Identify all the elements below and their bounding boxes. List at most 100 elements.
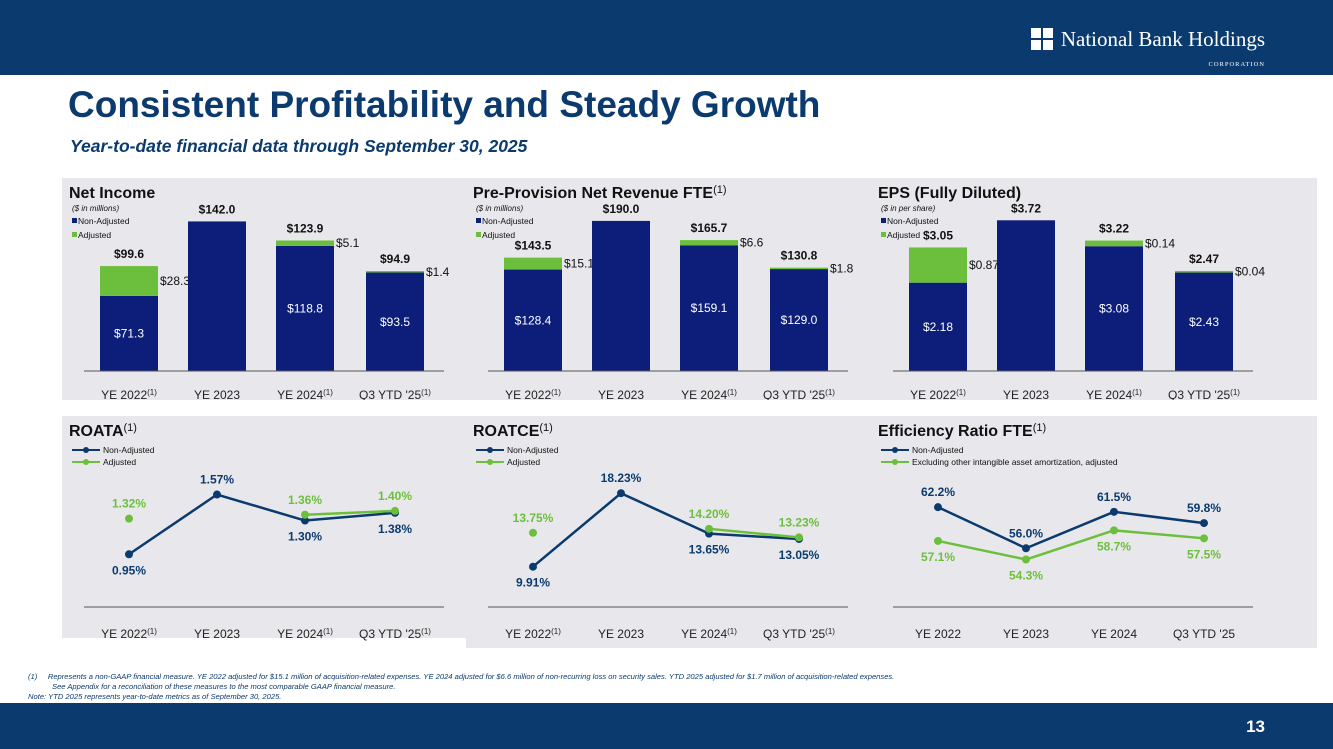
bar-total-label: $3.22 <box>1099 222 1129 236</box>
bar-total-label: $123.9 <box>287 221 324 235</box>
bar-adjusted <box>504 257 562 270</box>
series-line-segment <box>1025 510 1115 550</box>
x-tick-label: YE 2023 <box>194 388 240 400</box>
bar-adjusted <box>100 266 158 296</box>
logo-squares-icon <box>1030 28 1053 50</box>
x-tick-label: Q3 YTD '25(1) <box>1168 388 1240 400</box>
legend-label: Adjusted <box>78 230 111 240</box>
x-tick-label: YE 2024(1) <box>277 388 333 400</box>
data-point <box>529 528 537 537</box>
adjustment-label: $0.14 <box>1145 236 1175 250</box>
x-tick-footnote: (1) <box>421 388 431 397</box>
series-line-segment <box>1113 510 1205 525</box>
legend-marker <box>83 447 89 453</box>
bar-non-adjusted <box>770 269 828 371</box>
bar-non-adjusted <box>366 272 424 371</box>
series-line-segment <box>708 527 800 539</box>
x-tick-footnote: (1) <box>323 627 333 636</box>
bar-total-label: $143.5 <box>515 239 552 253</box>
data-point <box>1022 555 1030 564</box>
x-tick-footnote: (1) <box>727 388 737 397</box>
data-value-label: 1.36% <box>288 493 322 507</box>
data-value-label: 1.30% <box>288 530 322 544</box>
logo-name: National Bank Holdings <box>1060 26 1265 51</box>
data-point <box>934 503 942 512</box>
legend-label: Adjusted <box>507 457 540 467</box>
chart-title: ROATCE(1) <box>473 422 553 440</box>
x-tick-footnote: (1) <box>323 388 333 397</box>
data-point <box>529 562 537 571</box>
series-line-segment <box>128 493 218 556</box>
bar-non-adjusted <box>592 220 650 371</box>
x-tick-label: YE 2024(1) <box>277 627 333 641</box>
bar-non-adjusted <box>1085 246 1143 371</box>
bar-adjusted <box>770 267 828 270</box>
data-point <box>125 550 133 559</box>
bar-total-label: $130.8 <box>781 249 818 263</box>
data-point <box>125 514 133 523</box>
data-value-label: 13.65% <box>689 543 730 557</box>
efficiency-panel: Efficiency Ratio FTE(1) Non-Adjusted Exclu… <box>871 416 1317 648</box>
data-point <box>795 533 803 542</box>
bottom-banner: 13 <box>0 703 1333 749</box>
x-tick-footnote: (1) <box>956 388 966 397</box>
legend-marker <box>83 459 89 465</box>
x-tick-label: YE 2022(1) <box>101 388 157 400</box>
chart-title: EPS (Fully Diluted) <box>878 185 1021 202</box>
x-tick-label: YE 2023 <box>598 388 644 400</box>
bar-value-label: $2.18 <box>923 320 953 334</box>
bar-non-adjusted <box>1175 272 1233 371</box>
footnote-1-line2: See Appendix for a reconciliation of the… <box>52 682 396 691</box>
x-tick-label: Q3 YTD '25(1) <box>359 627 431 641</box>
chart-title: Pre-Provision Net Revenue FTE(1) <box>473 184 727 202</box>
bar-non-adjusted <box>504 269 562 371</box>
data-value-label: 56.0% <box>1009 526 1043 540</box>
bar-total-label: $3.05 <box>923 228 953 242</box>
roata-panel: ROATA(1) Non-Adjusted Adjusted 0.95% 1.57% 1.… <box>62 416 508 641</box>
series-line-segment <box>708 532 800 541</box>
roatce-chart: ROATCE(1) Non-Adjusted Adjusted 9.91% 18.23%… <box>473 422 848 641</box>
pprn-panel: Pre-Provision Net Revenue FTE(1) ($ in mi… <box>466 178 912 400</box>
legend-marker <box>487 459 493 465</box>
bar-non-adjusted <box>188 221 246 371</box>
legend-marker <box>892 459 898 465</box>
data-value-label: 14.20% <box>689 507 730 521</box>
adjustment-label: $28.3 <box>160 274 190 288</box>
net-income-chart: Net Income ($ in millions) Non-Adjusted Adj… <box>69 185 450 400</box>
adjustment-label: $0.87 <box>969 258 999 272</box>
data-value-label: 13.23% <box>779 515 820 529</box>
chart-title: ROATA(1) <box>69 422 137 440</box>
data-value-label: 59.8% <box>1187 501 1221 515</box>
bar-total-label: $94.9 <box>380 252 410 266</box>
legend-swatch <box>72 232 77 237</box>
x-tick-footnote: (1) <box>421 627 431 636</box>
legend-swatch <box>881 232 886 237</box>
footnote-1: (1) Represents a non-GAAP financial meas… <box>28 672 894 681</box>
data-point <box>617 489 625 498</box>
x-tick-label: Q3 YTD '25(1) <box>763 388 835 400</box>
adjustment-label: $6.6 <box>740 236 764 250</box>
x-tick-footnote: (1) <box>825 388 835 397</box>
series-line-segment <box>216 493 306 522</box>
bar-value-label: $159.1 <box>691 301 728 315</box>
data-value-label: 57.5% <box>1187 547 1221 561</box>
legend-marker <box>487 447 493 453</box>
company-logo[interactable]: National Bank Holdings CORPORATION <box>1030 24 1265 68</box>
series-line-segment <box>1025 529 1115 561</box>
bar-non-adjusted <box>997 220 1055 371</box>
bar-value-label: $118.8 <box>287 301 323 315</box>
roata-chart: ROATA(1) Non-Adjusted Adjusted 0.95% 1.57% 1.… <box>69 422 444 641</box>
x-tick-label: Q3 YTD '25(1) <box>763 627 835 641</box>
data-value-label: 54.3% <box>1009 569 1043 583</box>
bar-adjusted <box>909 247 967 283</box>
bar-total-label: $190.0 <box>603 202 640 216</box>
data-value-label: 61.5% <box>1097 490 1131 504</box>
net-income-panel: Net Income ($ in millions) Non-Adjusted Adj… <box>62 178 508 400</box>
unit-note: ($ in per share) <box>881 204 936 213</box>
legend-swatch <box>476 232 481 237</box>
chart-title-footnote: (1) <box>539 422 552 434</box>
data-value-label: 62.2% <box>921 485 955 499</box>
footnote-marker: (1) <box>28 672 38 681</box>
legend-swatch <box>476 218 481 223</box>
x-tick-label: YE 2023 <box>1003 627 1049 641</box>
